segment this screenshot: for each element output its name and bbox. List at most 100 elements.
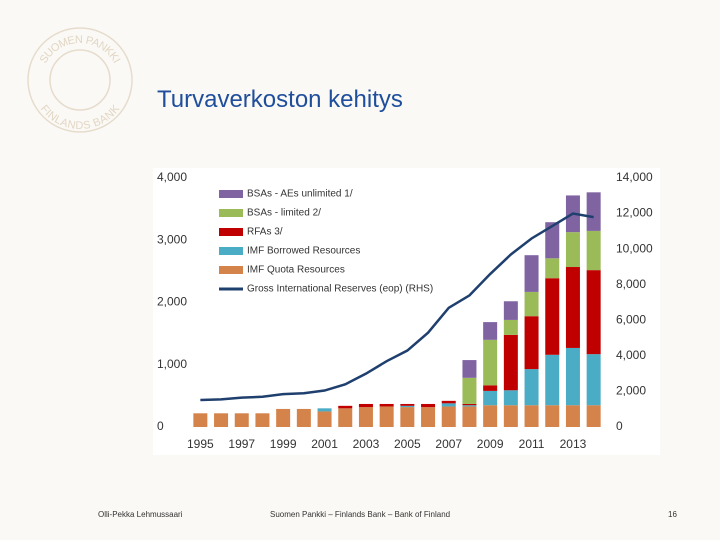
bar-segment (483, 322, 498, 340)
bar-segment (545, 278, 560, 355)
bar-segment (483, 405, 498, 427)
y-tick-label: 1,000 (157, 357, 187, 371)
bar-segment (524, 255, 539, 292)
bar-segment (545, 354, 560, 406)
bar-segment (193, 413, 208, 427)
bar-segment (565, 267, 580, 348)
bar-segment (524, 316, 539, 370)
bar-segment (545, 258, 560, 279)
bar-segment (565, 405, 580, 427)
y2-tick-label: 2,000 (616, 384, 646, 398)
x-tick-label: 1997 (228, 437, 255, 451)
bar-segment (421, 403, 436, 408)
line-series (200, 212, 594, 402)
y-tick-label: 3,000 (157, 232, 187, 246)
bar-segment (317, 408, 332, 412)
bar-segment (317, 411, 332, 427)
legend-swatch (219, 190, 243, 198)
bar-segment (441, 406, 456, 427)
bar-segment (524, 405, 539, 427)
legend-label: BSAs - limited 2/ (247, 208, 321, 219)
legend-label: IMF Borrowed Resources (247, 246, 360, 257)
bar-segment (214, 413, 229, 427)
bar-segment (462, 377, 477, 404)
bar-segment (545, 405, 560, 427)
bar-segment (296, 408, 311, 427)
bar-segment (586, 405, 601, 427)
y2-tick-label: 6,000 (616, 312, 646, 326)
bar-segment (586, 354, 601, 406)
y2-tick-label: 14,000 (616, 170, 653, 184)
bar-segment (379, 406, 394, 427)
x-tick-label: 2001 (311, 437, 338, 451)
bar-segment (586, 192, 601, 231)
bar-segment (441, 400, 456, 404)
bar-segment (524, 369, 539, 406)
logo-ring (27, 27, 133, 133)
bar-segment (586, 230, 601, 271)
y2-tick-label: 8,000 (616, 277, 646, 291)
bar-segment (565, 232, 580, 268)
bar-segment (338, 405, 353, 409)
legend-label: BSAs - AEs unlimited 1/ (247, 189, 353, 200)
logo: SUOMEN PANKKI FINLANDS BANK (27, 27, 133, 133)
bar-segment (586, 270, 601, 355)
bar-segment (503, 301, 518, 320)
legend-label: RFAs 3/ (247, 227, 283, 238)
x-tick-label: 1999 (270, 437, 297, 451)
bar-segment (234, 413, 249, 427)
x-tick-label: 2005 (394, 437, 421, 451)
bar-segment (503, 334, 518, 391)
bar-segment (503, 319, 518, 335)
logo-ring (49, 49, 111, 111)
legend-swatch (219, 247, 243, 255)
legend-swatch (219, 209, 243, 217)
x-tick-label: 1995 (187, 437, 214, 451)
bar-segment (421, 407, 436, 427)
bar-segment (400, 405, 415, 408)
page-number: 16 (668, 510, 677, 519)
legend-label: Gross International Reserves (eop) (RHS) (247, 284, 433, 295)
x-tick-label: 2011 (519, 437, 545, 451)
bar-segment (462, 405, 477, 407)
y2-tick-label: 10,000 (616, 241, 653, 255)
bar-segment (441, 403, 456, 407)
bar-segment (503, 405, 518, 427)
legend-label: IMF Quota Resources (247, 265, 345, 276)
footer-author: Olli-Pekka Lehmussaari (98, 510, 183, 519)
x-tick-label: 2009 (477, 437, 504, 451)
y2-tick-label: 12,000 (616, 206, 653, 220)
bar-segment (276, 408, 291, 427)
bar-segment (255, 413, 270, 427)
y2-tick-label: 4,000 (616, 348, 646, 362)
x-tick-label: 2003 (353, 437, 380, 451)
bar-segment (483, 339, 498, 386)
bar-segment (358, 403, 373, 408)
bar-segment (400, 407, 415, 427)
x-tick-label: 2007 (435, 437, 462, 451)
y2-tick-label: 0 (616, 419, 623, 433)
bar-segment (565, 347, 580, 406)
y-tick-label: 4,000 (157, 170, 187, 184)
bar-segment (379, 403, 394, 407)
bar-segment (545, 222, 560, 259)
y-tick-label: 2,000 (157, 295, 187, 309)
legend-swatch (219, 266, 243, 274)
bar-segment (358, 407, 373, 427)
bar-segment (338, 408, 353, 427)
slide-title: Turvaverkoston kehitys (157, 86, 403, 113)
bar-segment (462, 403, 477, 406)
footer-organization: Suomen Pankki – Finlands Bank – Bank of … (270, 510, 451, 519)
legend-swatch (219, 228, 243, 236)
y-tick-label: 0 (157, 419, 164, 433)
bar-segment (503, 390, 518, 406)
x-tick-label: 2013 (560, 437, 587, 451)
bar-segment (462, 406, 477, 427)
bar-segment (400, 403, 415, 406)
bar-segment (462, 360, 477, 378)
bar-segment (483, 385, 498, 391)
bar-segment (524, 291, 539, 317)
bar-segment (483, 390, 498, 406)
